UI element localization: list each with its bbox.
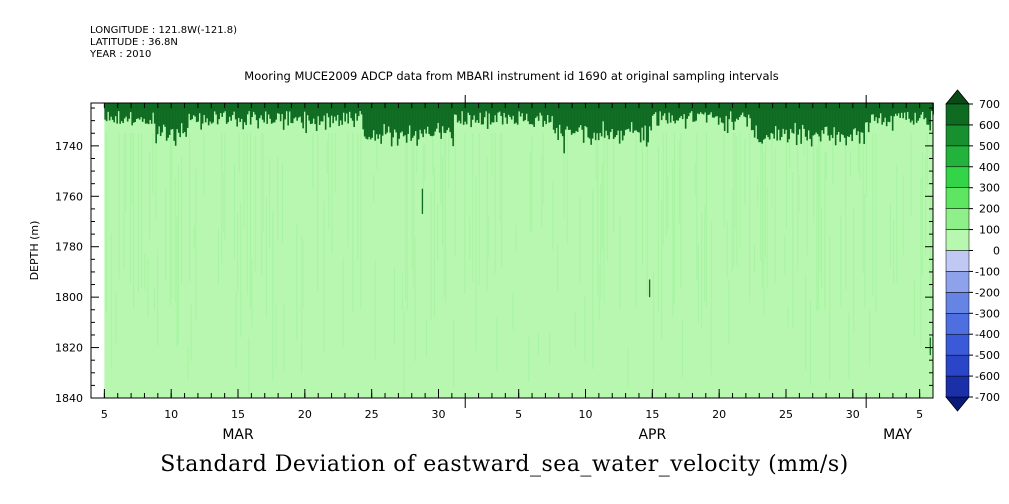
month-label: MAY — [883, 427, 913, 443]
x-tick-label: 5 — [515, 408, 522, 421]
variability-streaks — [105, 133, 931, 397]
chart-title: Mooring MUCE2009 ADCP data from MBARI in… — [244, 69, 779, 83]
axes: 1740 1760 1780 1800 1820 1840 DEPTH (m) 5 10 15 20… — [28, 95, 934, 443]
colorbar-band — [945, 124, 970, 147]
plot-frame — [90, 102, 934, 399]
isolated-high-value — [648, 279, 651, 298]
colorbar-label: 400 — [979, 161, 1000, 174]
colorbar-band — [945, 187, 970, 209]
isolated-high-value — [929, 337, 931, 356]
colorbar-label: 600 — [979, 119, 1000, 132]
y-tick-label: 1840 — [55, 392, 83, 405]
x-tick-label: 30 — [846, 408, 860, 421]
colorbar-label: -600 — [975, 370, 1000, 383]
chart-caption: Standard Deviation of eastward_sea_water… — [160, 452, 849, 477]
colorbar-band — [945, 145, 970, 168]
colorbar-label: -200 — [975, 286, 1000, 299]
colorbar-label: 500 — [979, 140, 1000, 153]
x-tick-label: 25 — [779, 408, 793, 421]
colorbar-band — [945, 208, 970, 230]
isolated-high-value — [421, 188, 424, 214]
colorbar-band — [945, 292, 970, 314]
colorbar-band — [945, 375, 970, 398]
colorbar-label: -100 — [975, 265, 1000, 278]
x-tick-label: 10 — [164, 408, 178, 421]
month-label: MAR — [222, 427, 254, 443]
colorbar-min-arrow — [945, 396, 970, 412]
x-tick-label: 30 — [431, 408, 445, 421]
y-tick-label: 1760 — [55, 190, 83, 203]
y-tick-label: 1800 — [55, 291, 83, 304]
colorbar-band — [945, 333, 970, 356]
colorbar-band — [945, 250, 970, 272]
x-tick-label: 5 — [916, 408, 923, 421]
colorbar-max-arrow — [945, 89, 970, 105]
x-tick-label: 25 — [365, 408, 379, 421]
colorbar-label: -500 — [975, 349, 1000, 362]
colorbar-band — [945, 103, 970, 126]
x-tick-label: 20 — [298, 408, 312, 421]
colorbar-label: -700 — [975, 391, 1000, 404]
colorbar-band — [945, 271, 970, 293]
year-label: YEAR : 2010 — [90, 49, 152, 60]
plot-area — [104, 103, 934, 398]
y-tick-label: 1740 — [55, 140, 83, 153]
y-axis-title: DEPTH (m) — [28, 221, 41, 281]
colorbar-band — [945, 229, 970, 251]
colorbar: -700 -600 -500 -400 -300 -200 -100 0 100 200 300 40… — [945, 89, 1000, 412]
colorbar-label: 300 — [979, 182, 1000, 195]
colorbar-band — [945, 354, 970, 377]
x-tick-label: 15 — [231, 408, 245, 421]
longitude-label: LONGITUDE : 121.8W(-121.8) — [90, 25, 237, 36]
colorbar-band — [945, 166, 970, 188]
x-tick-label: 20 — [712, 408, 726, 421]
x-tick-label: 15 — [645, 408, 659, 421]
colorbar-band — [945, 313, 970, 335]
colorbar-label: -300 — [975, 307, 1000, 320]
y-tick-label: 1820 — [55, 342, 83, 355]
x-tick-label: 5 — [101, 408, 108, 421]
x-tick-label: 10 — [579, 408, 593, 421]
month-label: APR — [638, 427, 666, 443]
colorbar-label: -400 — [975, 328, 1000, 341]
colorbar-label: 0 — [993, 245, 1000, 258]
y-tick-label: 1780 — [55, 241, 83, 254]
colorbar-label: 100 — [979, 224, 1000, 237]
data-field — [104, 103, 933, 398]
colorbar-label: 200 — [979, 203, 1000, 216]
latitude-label: LATITUDE : 36.8N — [90, 37, 178, 48]
colorbar-label: 700 — [979, 98, 1000, 111]
